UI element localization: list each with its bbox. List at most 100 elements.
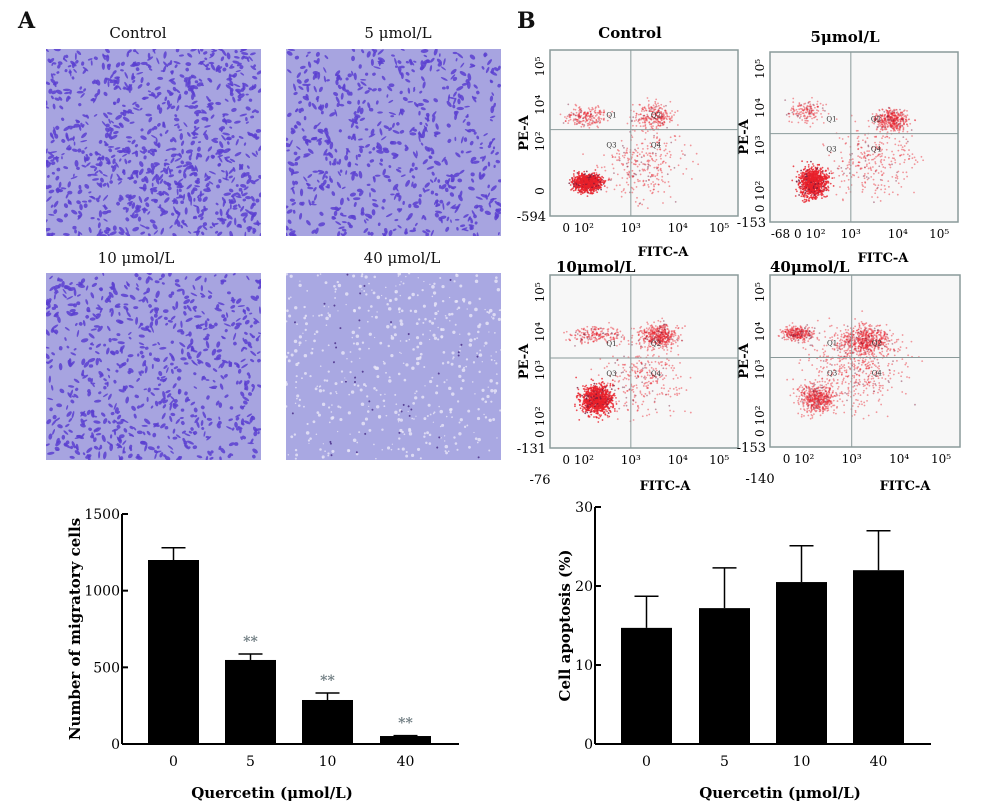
background-speck — [330, 411, 333, 413]
stained-cell — [247, 341, 252, 346]
stained-cell — [216, 184, 221, 189]
stained-cell — [397, 141, 402, 145]
event-dot — [646, 147, 649, 150]
stained-cell — [243, 142, 247, 146]
stained-cell — [99, 234, 107, 236]
stained-cell — [334, 342, 337, 345]
stained-cell — [98, 139, 103, 144]
stained-cell — [68, 418, 73, 423]
stained-cell — [193, 315, 202, 318]
event-dot — [604, 169, 607, 172]
stained-cell — [185, 317, 193, 323]
stained-cell — [372, 176, 375, 180]
background-speck — [319, 365, 322, 367]
event-dot — [664, 161, 667, 164]
stained-cell — [250, 195, 255, 202]
stained-cell — [194, 414, 198, 418]
stained-cell — [203, 337, 209, 341]
background-speck — [459, 284, 463, 288]
stained-cell — [93, 96, 97, 104]
event-dot — [663, 149, 666, 152]
stained-cell — [153, 148, 158, 153]
stained-cell — [291, 168, 295, 172]
stained-cell — [369, 192, 371, 198]
stained-cell — [322, 179, 327, 185]
stained-cell — [156, 57, 160, 65]
event-dot — [573, 123, 576, 126]
event-dot — [654, 100, 657, 103]
event-dot — [600, 117, 603, 120]
event-dot — [641, 106, 644, 109]
event-dot — [632, 188, 635, 191]
event-dot — [661, 171, 663, 174]
stained-cell — [51, 352, 55, 356]
stained-cell — [204, 176, 211, 182]
stained-cell — [337, 171, 342, 177]
background-speck — [468, 343, 473, 347]
stained-cell — [372, 147, 376, 151]
event-dot — [647, 178, 650, 181]
stained-cell — [46, 419, 52, 425]
background-speck — [352, 438, 357, 443]
stained-cell — [425, 112, 430, 118]
background-speck — [376, 311, 378, 313]
background-speck — [428, 338, 431, 341]
stained-cell — [133, 413, 137, 419]
stained-cell — [98, 370, 104, 377]
stained-cell — [147, 65, 152, 69]
background-speck — [490, 400, 493, 403]
stained-cell — [149, 308, 154, 314]
stained-cell — [106, 297, 112, 303]
stained-cell — [125, 227, 129, 234]
stained-cell — [167, 186, 172, 191]
event-dot — [652, 104, 655, 107]
stained-cell — [193, 126, 200, 132]
stained-cell — [430, 190, 435, 195]
stained-cell — [229, 453, 234, 456]
stained-cell — [127, 370, 132, 375]
event-dot — [595, 178, 598, 180]
stained-cell — [69, 445, 74, 450]
stained-cell — [165, 322, 169, 326]
stained-cells — [46, 273, 261, 460]
stained-cell — [313, 124, 318, 130]
stained-cell — [135, 287, 140, 291]
event-dot — [596, 166, 599, 169]
stained-cell — [129, 294, 136, 300]
stained-cell — [108, 291, 114, 298]
stained-cell — [172, 428, 176, 434]
event-dot — [659, 155, 662, 158]
stained-cell — [332, 361, 335, 364]
event-dot — [818, 163, 820, 166]
stained-cell — [120, 293, 129, 298]
stained-cell — [73, 288, 77, 297]
stained-cell — [385, 213, 393, 218]
background-speck — [488, 331, 490, 333]
stained-cell — [64, 69, 68, 73]
event-dot — [575, 186, 577, 189]
event-dot — [588, 126, 591, 129]
stained-cell — [163, 180, 168, 185]
event-dot — [663, 120, 666, 123]
event-dot — [585, 184, 588, 187]
event-dot — [655, 158, 658, 161]
stained-cell — [453, 91, 457, 97]
event-dot — [627, 161, 630, 164]
background-speck — [433, 304, 437, 307]
stained-cell — [245, 93, 249, 96]
stained-cell — [465, 115, 469, 118]
background-speck — [463, 366, 465, 369]
stained-cell — [306, 84, 310, 93]
stained-cell — [248, 392, 252, 396]
background-speck — [407, 410, 409, 413]
stained-cell — [139, 350, 144, 355]
stained-cell — [147, 211, 151, 215]
event-dot — [636, 154, 639, 157]
event-dot — [591, 175, 593, 178]
stained-cell — [379, 158, 384, 163]
stained-cell — [110, 411, 115, 416]
event-dot — [611, 163, 614, 166]
stained-cell — [73, 378, 80, 383]
stained-cell — [296, 79, 302, 84]
stained-cell — [67, 199, 72, 205]
